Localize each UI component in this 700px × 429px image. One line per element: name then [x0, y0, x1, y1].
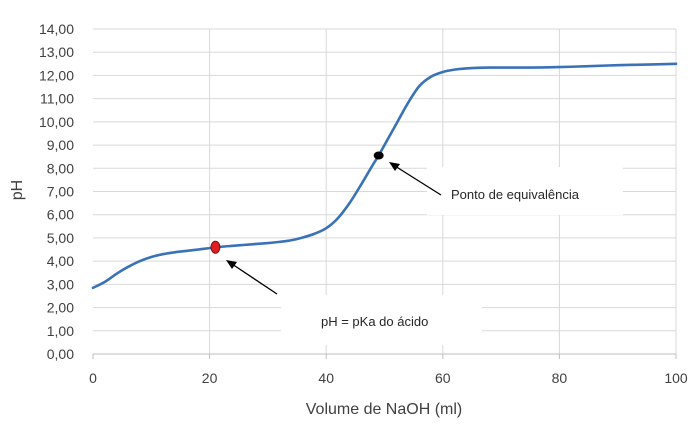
y-tick-label: 6,00 [47, 207, 74, 223]
x-tick-label: 80 [552, 370, 568, 386]
y-tick-label: 0,00 [47, 346, 74, 362]
markers [210, 151, 384, 254]
y-tick-label: 3,00 [47, 276, 74, 292]
x-tick-label: 0 [89, 370, 97, 386]
y-tick-label: 1,00 [47, 323, 74, 339]
half-equivalence-point-marker [210, 240, 221, 254]
y-tick-label: 11,00 [40, 91, 74, 107]
x-tick-label: 20 [202, 370, 218, 386]
x-tick-label: 40 [318, 370, 334, 386]
y-tick-label: 4,00 [47, 253, 74, 269]
x-tick-labels: 0 20 40 60 80 100 [89, 370, 688, 386]
annotation-box-equivalence [427, 167, 623, 215]
annotation-box-pka [281, 295, 482, 345]
y-tick-label: 5,00 [47, 230, 74, 246]
y-axis-title: pH [9, 180, 26, 200]
arrow-pka [231, 263, 278, 295]
y-tick-label: 12,00 [39, 67, 74, 83]
y-tick-label: 13,00 [39, 44, 74, 60]
y-tick-label: 9,00 [47, 137, 74, 153]
arrowhead-equivalence [389, 162, 400, 171]
x-tick-label: 100 [664, 370, 688, 386]
y-tick-label: 10,00 [39, 114, 74, 130]
arrowhead-pka [226, 260, 237, 269]
y-tick-label: 8,00 [47, 160, 74, 176]
annotation-arrows [226, 162, 442, 295]
x-tick-label: 60 [435, 370, 451, 386]
annotation-pka: pH = pKa do ácido [321, 314, 428, 329]
y-tick-label: 7,00 [47, 184, 74, 200]
y-tick-label: 2,00 [47, 300, 74, 316]
gridlines [92, 28, 677, 359]
equivalence-point-marker [373, 151, 384, 160]
y-tick-label: 14,00 [39, 21, 74, 37]
arrow-equivalence [394, 165, 442, 196]
annotation-equivalence: Ponto de equivalência [451, 187, 580, 202]
series [91, 62, 678, 290]
x-axis-title: Volume de NaOH (ml) [306, 401, 463, 418]
ph-curve-line [91, 62, 678, 290]
y-tick-labels: 0,00 1,00 2,00 3,00 4,00 5,00 6,00 7,00 8,00 9,00… [39, 21, 74, 362]
